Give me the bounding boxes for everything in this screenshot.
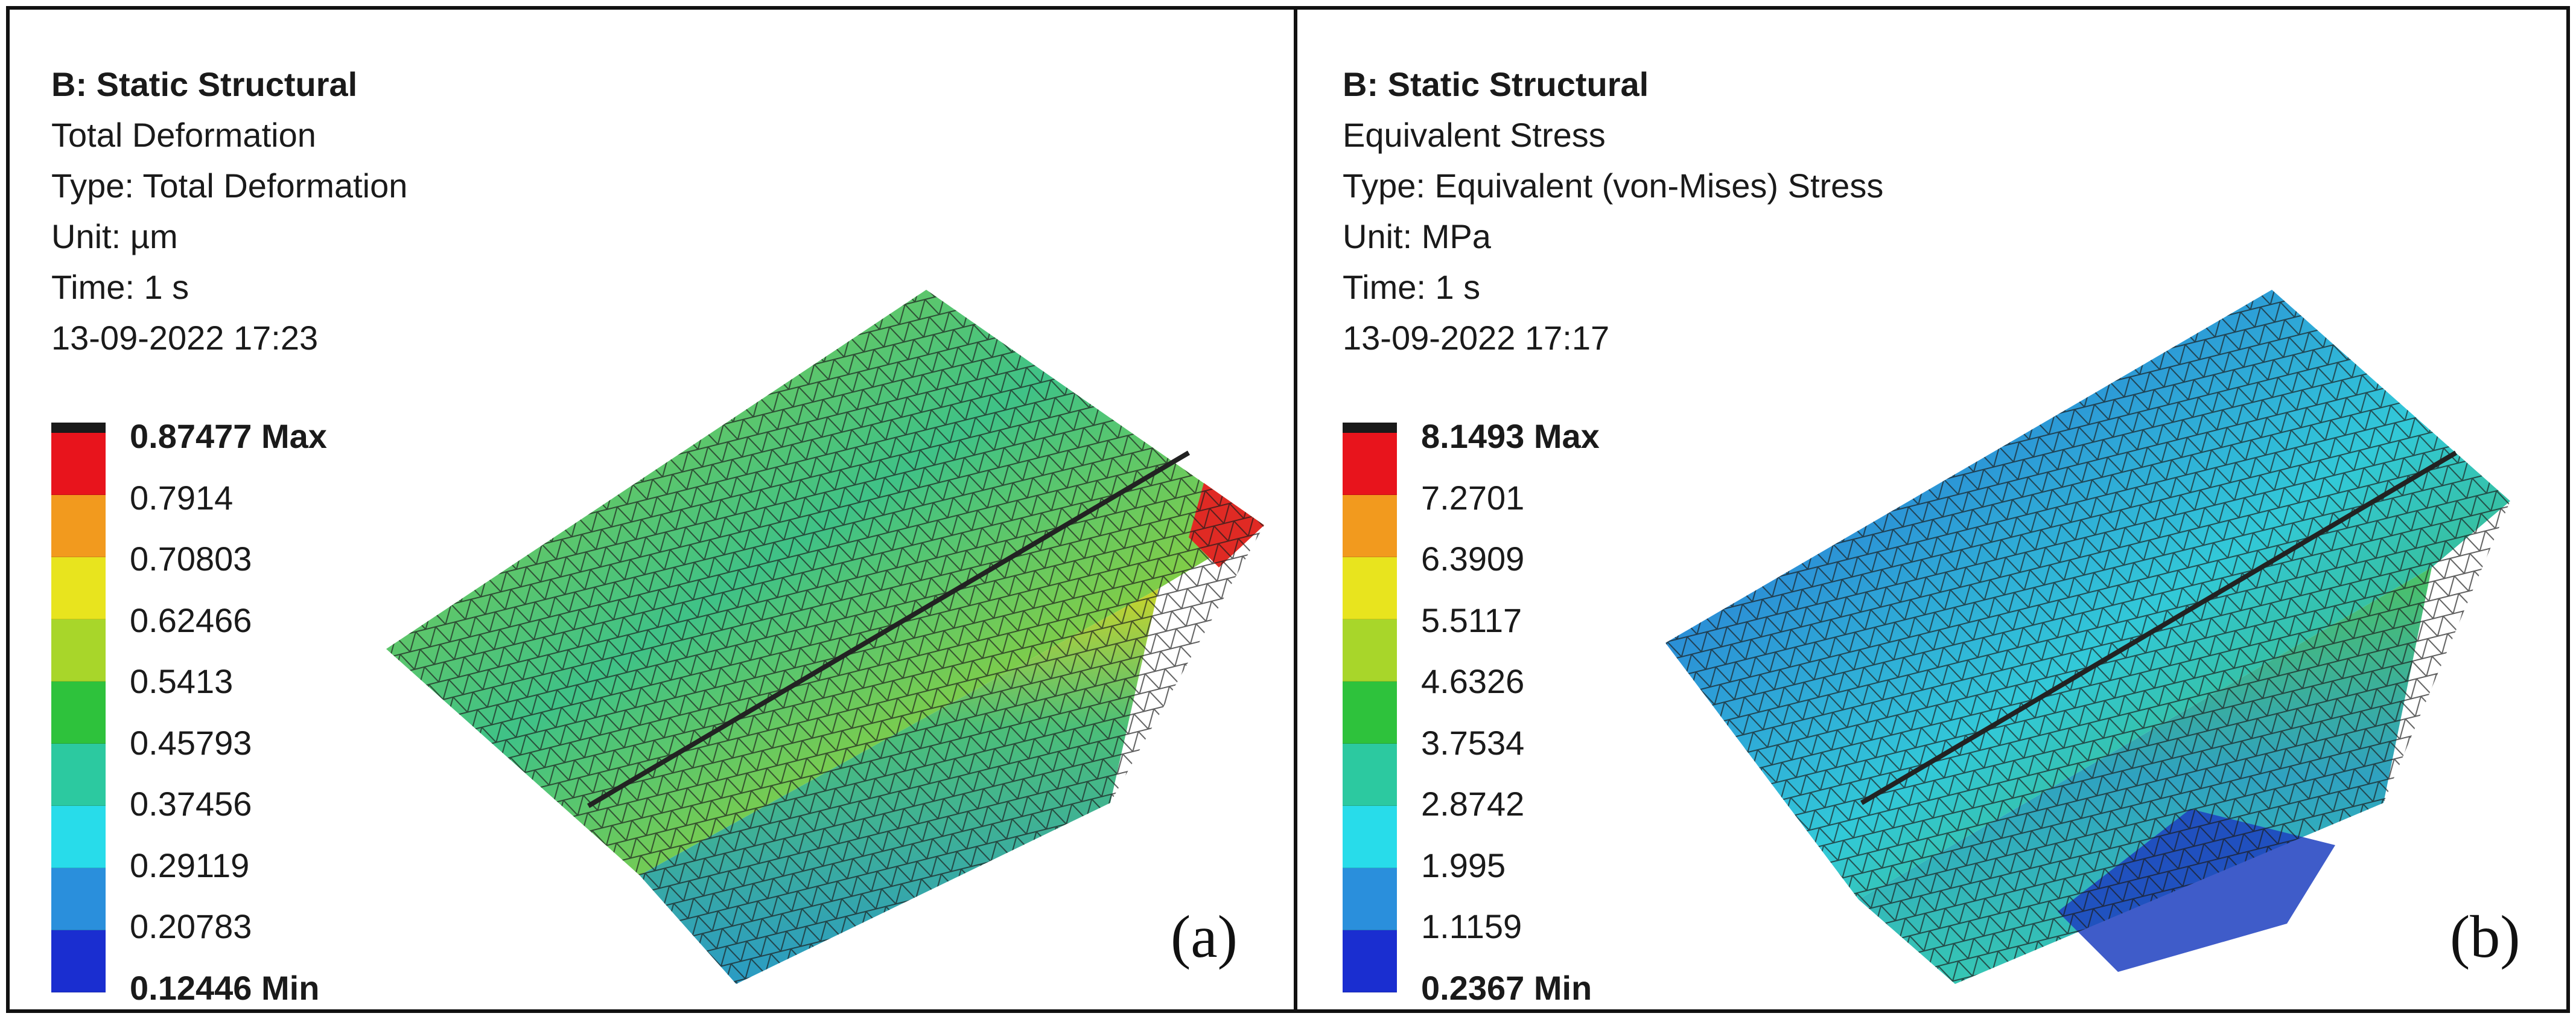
result-unit: Unit: MPa — [1343, 217, 1491, 255]
legend-value: 0.70803 — [130, 540, 252, 578]
panel-b-header: B: Static Structural Equivalent Stress T… — [1343, 59, 1883, 363]
deformation-model: (a) — [386, 290, 1264, 984]
legend-value: 7.2701 — [1421, 478, 1525, 517]
legend-value: 0.45793 — [130, 723, 252, 762]
legend-min-label: 0.2367 Min — [1421, 968, 1592, 1007]
legend-swatch — [1343, 682, 1397, 744]
model-groove — [1860, 450, 2458, 805]
legend-swatch — [51, 806, 106, 868]
legend-swatch — [1343, 557, 1397, 619]
panel-b: B: Static Structural Equivalent Stress T… — [1297, 6, 2570, 1013]
legend-min-label: 0.12446 Min — [130, 968, 320, 1007]
legend-value: 3.7534 — [1421, 723, 1525, 762]
model-mesh — [386, 290, 1264, 984]
legend-swatch — [51, 557, 106, 619]
result-time: Time: 1 s — [1343, 268, 1481, 306]
result-name: Total Deformation — [51, 116, 316, 154]
legend-swatch — [51, 682, 106, 744]
legend-max-label: 8.1493 Max — [1421, 417, 1600, 455]
legend-max-cap — [1343, 423, 1397, 433]
stress-model: (b) — [1665, 290, 2520, 984]
legend-swatch — [51, 433, 106, 495]
legend-value: 0.29119 — [130, 846, 250, 884]
legend-max-label: 0.87477 Max — [130, 417, 327, 455]
result-timestamp: 13-09-2022 17:17 — [1343, 319, 1610, 357]
panel-a-header: B: Static Structural Total Deformation T… — [51, 59, 407, 363]
legend-labels: 0.87477 Max 0.7914 0.70803 0.62466 0.541… — [130, 406, 327, 1018]
legend-swatch — [51, 744, 106, 806]
panel-label: (b) — [2450, 903, 2520, 970]
legend-value: 0.7914 — [130, 478, 234, 517]
legend-color-bar — [1343, 423, 1397, 992]
legend-swatch — [1343, 868, 1397, 930]
result-type: Type: Total Deformation — [51, 167, 408, 205]
legend-value: 2.8742 — [1421, 785, 1525, 823]
result-type: Type: Equivalent (von-Mises) Stress — [1343, 167, 1884, 205]
figure-frame — [6, 6, 2570, 1013]
panel-label: (a) — [1171, 903, 1238, 970]
result-timestamp: 13-09-2022 17:23 — [51, 319, 319, 357]
model-groove — [587, 450, 1191, 808]
legend-swatch — [51, 930, 106, 992]
legend-value: 1.995 — [1421, 846, 1506, 884]
legend-swatch — [51, 495, 106, 557]
legend-swatch — [1343, 433, 1397, 495]
legend-color-bar — [51, 423, 106, 992]
legend-swatch — [51, 619, 106, 682]
legend-max-cap — [51, 423, 106, 433]
legend-swatch — [51, 868, 106, 930]
analysis-title: B: Static Structural — [51, 65, 358, 103]
result-name: Equivalent Stress — [1343, 116, 1606, 154]
result-time: Time: 1 s — [51, 268, 189, 306]
legend-swatch — [1343, 619, 1397, 682]
legend-swatch — [1343, 806, 1397, 868]
legend-value: 4.6326 — [1421, 662, 1525, 700]
legend-value: 5.5117 — [1421, 601, 1522, 639]
panel-a: B: Static Structural Total Deformation T… — [6, 6, 1294, 1013]
panel-divider — [1294, 6, 1297, 1013]
legend-value: 1.1159 — [1421, 907, 1522, 945]
legend-value: 6.3909 — [1421, 540, 1525, 578]
legend-swatch — [1343, 930, 1397, 992]
legend-labels: 8.1493 Max 7.2701 6.3909 5.5117 4.6326 3… — [1421, 406, 1600, 1018]
legend-value: 0.37456 — [130, 785, 252, 823]
legend-value: 0.5413 — [130, 662, 234, 700]
legend-swatch — [1343, 495, 1397, 557]
result-unit: Unit: µm — [51, 217, 178, 255]
model-mesh — [1665, 290, 2510, 984]
legend-value: 0.20783 — [130, 907, 252, 945]
legend-value: 0.62466 — [130, 601, 252, 639]
analysis-title: B: Static Structural — [1343, 65, 1649, 103]
legend-swatch — [1343, 744, 1397, 806]
